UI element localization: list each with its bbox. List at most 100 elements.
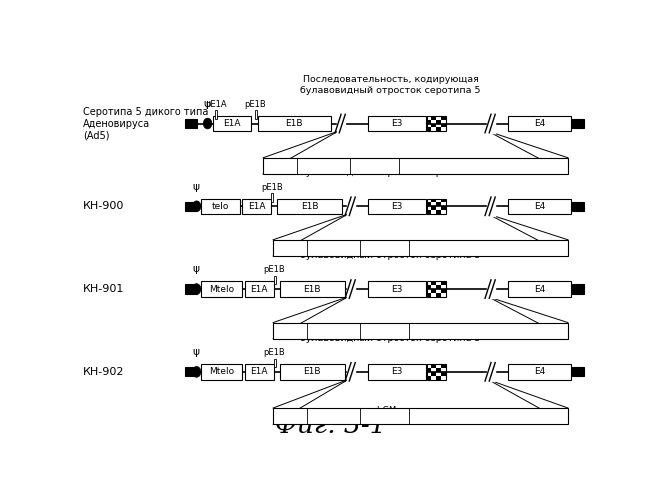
Bar [273,359,275,367]
Bar [184,119,197,128]
Bar [277,198,342,214]
Text: ADP  10.4/14.5/14.7: ADP 10.4/14.5/14.7 [416,162,500,170]
Bar [368,364,426,380]
Bar [426,285,432,289]
Text: Последовательность, кодирующая
булавовидный отросток серотипа 5: Последовательность, кодирующая булавовид… [301,324,481,343]
Text: pE1B: pE1B [244,100,266,109]
Text: pE1A: pE1A [204,100,226,109]
Bar [441,124,446,128]
Bar [271,193,273,202]
Bar [432,116,436,119]
Bar [279,364,344,380]
Ellipse shape [192,201,201,211]
Text: Серотипа 5 дикого типа
Аденовируса
(Ad5): Серотипа 5 дикого типа Аденовируса (Ad5) [83,107,208,140]
Text: Последовательность, кодирующая
булавовидный отросток серотипа 5: Последовательность, кодирующая булавовид… [301,158,481,178]
Bar [432,289,436,293]
Bar [273,276,275,284]
Text: E3: E3 [391,119,402,128]
Bar [572,119,584,128]
Bar [441,282,446,285]
Bar [436,368,441,372]
Bar [572,367,584,376]
Bar [426,128,432,131]
Text: КН-902: КН-902 [83,367,124,377]
Bar [572,202,584,211]
Text: E1B: E1B [301,202,319,211]
Text: GM-CSF: GM-CSF [368,244,401,252]
Text: ψ: ψ [203,99,210,109]
Bar [426,368,432,372]
Bar [432,206,436,210]
Bar [441,206,446,210]
Bar [201,282,242,297]
Text: ADP  10.4/14.5/14.7: ADP 10.4/14.5/14.7 [421,412,505,420]
Text: pE1B: pE1B [264,266,286,274]
Bar [432,198,436,202]
Bar [436,128,441,131]
Bar [436,120,441,124]
Text: E1B: E1B [303,368,321,376]
Bar [279,282,344,297]
Bar [426,293,432,297]
Text: Mtelo: Mtelo [209,284,234,294]
Bar [441,364,446,368]
Text: E4: E4 [533,119,545,128]
Bar [213,116,251,131]
Bar [432,124,436,128]
Text: E4: E4 [533,202,545,211]
Text: Последовательность, кодирующая
булавовидный отросток серотипа 5: Последовательность, кодирующая булавовид… [301,241,481,260]
Bar [258,116,330,131]
Text: ψ: ψ [192,182,199,192]
Bar [441,116,446,119]
Bar [368,282,426,297]
Text: E3 P: E3 P [271,162,289,170]
Text: GM-CSF: GM-CSF [368,326,401,335]
Bar [426,198,446,214]
Bar [255,110,257,119]
Text: ADP  10.4/14.5/14.7: ADP 10.4/14.5/14.7 [421,326,505,335]
Bar [426,364,446,380]
Text: E3 P: E3 P [281,326,299,335]
Bar [508,116,571,131]
Text: Последовательность, кодирующая
булавовидный отросток серотипа 5: Последовательность, кодирующая булавовид… [301,75,481,94]
Text: pE1B: pE1B [264,348,286,357]
Text: Фиг. 3-1: Фиг. 3-1 [275,413,386,438]
Bar [441,372,446,376]
Bar [368,116,426,131]
Bar [273,322,568,338]
Bar [436,285,441,289]
Bar [436,293,441,297]
Text: ψ: ψ [192,347,199,357]
Text: E4: E4 [533,368,545,376]
Bar [426,376,432,380]
Bar [426,210,432,214]
Bar [244,364,273,380]
Bar [436,202,441,206]
Bar [184,202,197,211]
Bar [215,110,217,119]
Bar [426,116,446,131]
Bar [184,367,197,376]
Text: E3: E3 [391,202,402,211]
Bar [432,372,436,376]
Bar [441,198,446,202]
Text: КН-900: КН-900 [83,202,124,211]
Bar [436,210,441,214]
Bar [441,289,446,293]
Text: E3: E3 [391,284,402,294]
Text: E4: E4 [533,284,545,294]
Bar [432,364,436,368]
Text: Mtelo: Mtelo [209,368,234,376]
Bar [201,364,242,380]
Text: E1B: E1B [303,284,321,294]
Text: 12.5/ 6.7: 12.5/ 6.7 [315,326,352,335]
Text: E1A: E1A [248,202,265,211]
Bar [572,284,584,294]
Text: КН-901: КН-901 [83,284,124,294]
Bar [508,364,571,380]
Text: telo: telo [212,202,229,211]
Bar [244,282,273,297]
Ellipse shape [192,284,201,294]
Bar [273,240,568,256]
Ellipse shape [192,366,201,377]
